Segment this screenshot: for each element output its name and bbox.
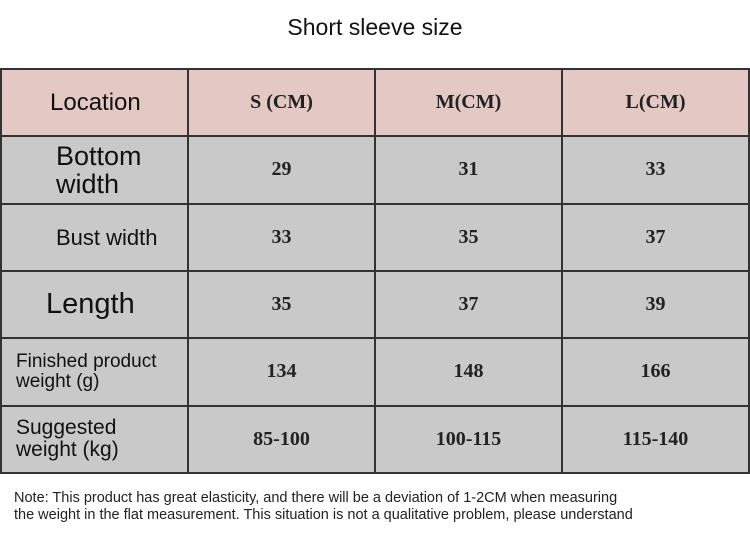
cell: 33 <box>561 135 750 205</box>
table-row: Finished product weight (g) 134 148 166 <box>0 337 750 407</box>
row-label: Bottom width <box>0 135 189 205</box>
cell: 115-140 <box>561 404 750 475</box>
cell: 85-100 <box>187 404 376 475</box>
note: Note: This product has great elasticity,… <box>14 490 744 524</box>
cell: 35 <box>374 202 563 272</box>
row-label: Suggested weight (kg) <box>0 404 189 475</box>
cell: 166 <box>561 337 750 407</box>
column-header: S (CM) <box>187 67 376 138</box>
note-line: Note: This product has great elasticity,… <box>14 490 618 506</box>
cell: 33 <box>187 202 376 272</box>
cell: 29 <box>187 135 376 205</box>
table-row: Bottom width 29 31 33 <box>0 135 750 205</box>
cell: 100-115 <box>374 404 563 475</box>
cell: 37 <box>561 202 750 272</box>
row-label: Finished product weight (g) <box>0 337 189 407</box>
note-line: the weight in the flat measurement. This… <box>14 507 633 523</box>
cell: 39 <box>561 269 750 340</box>
column-header: M(CM) <box>374 67 563 138</box>
row-label: Length <box>0 269 189 340</box>
cell: 37 <box>374 269 563 340</box>
size-table: Location S (CM) M(CM) L(CM) Bottom width 29 31… <box>0 67 750 475</box>
cell: 148 <box>374 337 563 407</box>
table-row: Bust width 33 35 37 <box>0 202 750 272</box>
column-header: Location <box>0 67 189 138</box>
table-row: Length 35 37 39 <box>0 269 750 340</box>
table-row: Suggested weight (kg) 85-100 100-115 115-14… <box>0 404 750 475</box>
header-row: Location S (CM) M(CM) L(CM) <box>0 67 750 138</box>
cell: 31 <box>374 135 563 205</box>
cell: 35 <box>187 269 376 340</box>
row-label: Bust width <box>0 202 189 272</box>
title: Short sleeve size <box>287 14 463 40</box>
column-header: L(CM) <box>561 67 750 138</box>
cell: 134 <box>187 337 376 407</box>
